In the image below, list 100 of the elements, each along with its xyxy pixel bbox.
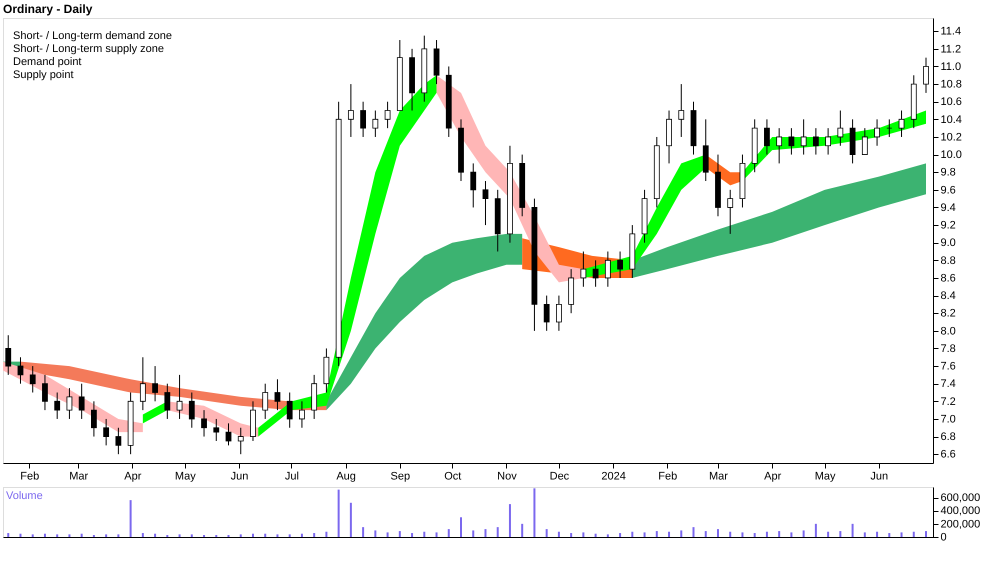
bar [350,502,352,537]
chart-title: Volume [6,490,43,502]
bar [839,531,842,537]
x-tick-label: Mar [69,470,88,482]
bar [680,530,682,537]
bar [276,534,278,537]
bar [19,534,22,537]
candlestick [201,410,207,438]
y-tick-label: 7.6 [940,360,956,373]
y-tick-label: 7.0 [940,413,956,426]
bar [594,534,597,537]
x-tick-label: Aug [336,470,356,482]
candlestick [188,392,195,428]
bar [729,532,732,537]
candlestick [54,392,60,420]
bar [508,504,511,537]
candlestick [470,162,476,208]
bar [619,533,622,537]
candlestick [78,383,85,420]
candlestick [360,101,366,138]
y-tick-label: 600,000 [940,492,980,504]
candlestick [788,128,794,156]
candlestick [617,251,623,278]
x-tick-label: Apr [764,470,782,482]
bar [692,527,695,537]
x-tick-label: Dec [550,470,570,482]
candlestick [66,388,72,420]
candlestick [91,400,97,438]
y-tick-label: 7.8 [940,342,956,355]
annotation: Demand point [13,56,82,68]
y-tick-label: 8.6 [940,272,956,284]
bar [741,532,744,537]
candlestick [384,101,390,129]
candlestick [825,128,832,156]
y-tick-label: 10.8 [940,78,962,91]
x-tick-label: 2024 [601,470,626,482]
bar [252,534,254,537]
bar [460,517,462,537]
x-tick-label: Jun [230,470,248,482]
bar [411,533,414,537]
annotation: Supply point [13,69,74,81]
x-tick-label: Nov [497,470,518,482]
x-tick-label: Feb [658,470,678,482]
y-tick-label: 8.8 [940,254,956,267]
candlestick [226,422,232,446]
bar [631,532,634,537]
bar [644,532,646,537]
bar [374,530,376,537]
y-tick-label: 10.4 [940,114,962,126]
bar [264,534,266,537]
candlestick [776,128,782,164]
candlestick [152,366,158,402]
bar [704,531,707,537]
candlestick [238,427,244,455]
bar [288,534,291,537]
bar [68,534,70,537]
candlestick [164,383,170,420]
candlestick [213,418,220,442]
x-tick-label: Sep [390,470,410,482]
y-tick-label: 9.0 [940,237,956,250]
bar [925,531,928,537]
bar [130,500,132,537]
annotation: Short- / Long-term demand zone [13,30,172,42]
candlestick [862,128,868,156]
candlestick [544,295,550,332]
candlestick [886,118,892,138]
candlestick [592,260,599,288]
bar [864,532,866,537]
bar [716,529,719,537]
y-tick-label: 10.0 [940,149,962,162]
candlestick [18,356,24,384]
bar [44,534,46,537]
bar [766,532,768,537]
candlestick [103,418,110,446]
bar [386,532,389,537]
bar [105,534,108,537]
candlestick [556,295,562,332]
x-tick-label: May [174,470,196,482]
y-tick-label: 6.8 [940,431,956,444]
bar [814,524,817,537]
candlestick [299,400,305,428]
bar [325,532,328,537]
bar [900,532,903,537]
bar [448,529,450,537]
candlestick [274,378,280,411]
bar [778,531,780,537]
y-tick-label: 10.6 [940,96,962,108]
bar [178,534,181,537]
x-tick-label: Apr [124,470,142,482]
bar [802,530,805,537]
x-tick-label: Mar [709,470,728,482]
candlestick [372,110,378,138]
bar [827,532,830,537]
y-tick-label: 400,000 [940,505,980,518]
candlestick [800,118,807,156]
bar [533,488,536,537]
bar [398,531,401,537]
candlestick [678,84,684,138]
bar [190,534,193,537]
candlestick [42,374,48,411]
